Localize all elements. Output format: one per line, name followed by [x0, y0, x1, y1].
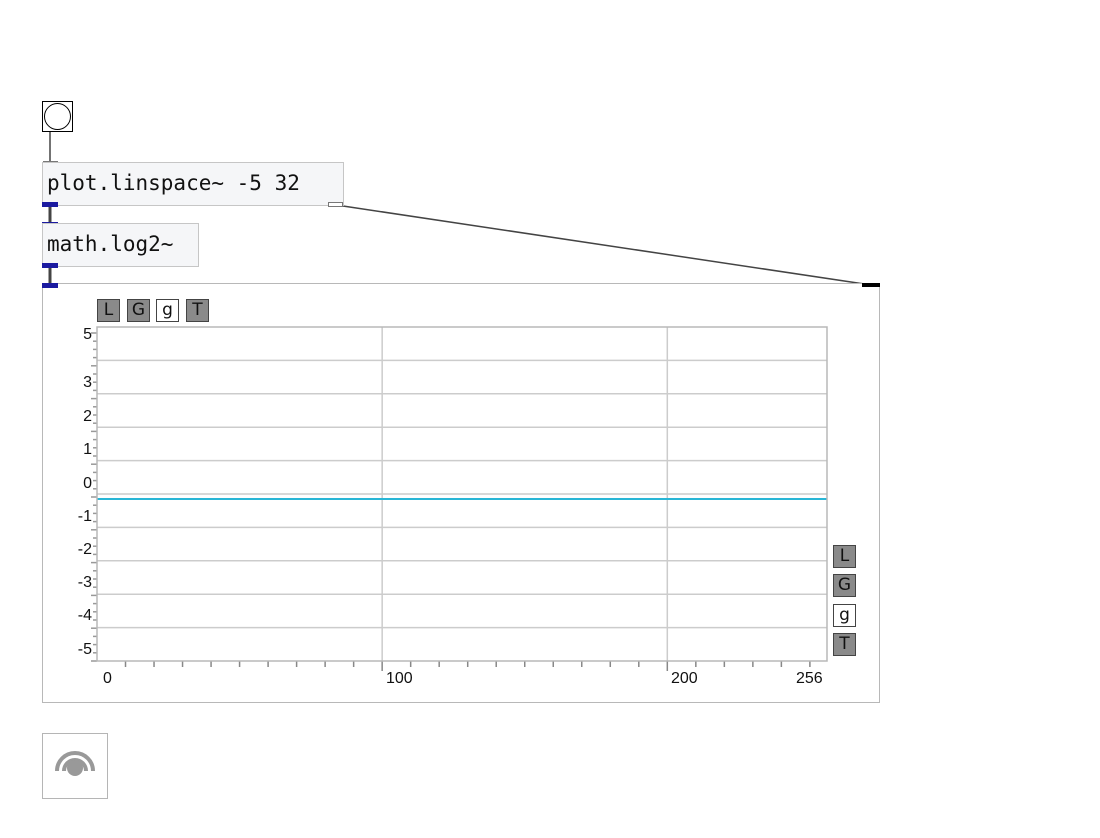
- y-tick-label: 3: [83, 374, 92, 391]
- linspace-outlet-control[interactable]: [328, 202, 343, 207]
- y-tick-label: 5: [83, 326, 92, 343]
- object-plot-linspace[interactable]: plot.linspace~ -5 32: [42, 162, 344, 206]
- x-tick-label: 0: [103, 670, 112, 687]
- toolbar-label: G: [837, 575, 852, 595]
- toolbar-label: L: [103, 300, 114, 320]
- toolbar-label: G: [131, 300, 146, 320]
- y-tick-label: 2: [83, 408, 92, 425]
- speaker-icon: [55, 751, 95, 776]
- plot-widget[interactable]: [42, 283, 880, 703]
- plot-toggle-log-x[interactable]: L: [97, 299, 120, 322]
- toolbar-label: T: [839, 634, 850, 654]
- object-math-log2-label: math.log2~: [47, 232, 174, 256]
- y-tick-label: -3: [77, 574, 92, 591]
- plot-toggle-grid-y[interactable]: G: [833, 574, 856, 597]
- plot-grid: [97, 327, 827, 661]
- y-tick-label: -1: [77, 508, 92, 525]
- toolbar-label: T: [192, 300, 203, 320]
- toolbar-label: g: [839, 605, 850, 625]
- object-math-log2[interactable]: math.log2~: [42, 223, 199, 267]
- plot-toggle-subgrid-y[interactable]: g: [833, 604, 856, 627]
- plot-toggle-subgrid-x[interactable]: g: [156, 299, 179, 322]
- plot-ticks: [91, 332, 811, 671]
- linspace-outlet-signal[interactable]: [42, 202, 58, 207]
- plot-inlet-control[interactable]: [862, 283, 880, 287]
- plot-toggle-ticks-y[interactable]: T: [833, 633, 856, 656]
- toolbar-label: g: [162, 300, 173, 320]
- plot-toggle-grid-x[interactable]: G: [127, 299, 150, 322]
- y-tick-label: 1: [83, 441, 92, 458]
- bang-button[interactable]: [42, 101, 73, 132]
- dac-output[interactable]: [42, 733, 108, 799]
- cord-linspace-to-plot-right: [342, 205, 872, 286]
- x-tick-label: 200: [671, 670, 698, 687]
- bang-icon: [44, 103, 71, 130]
- x-tick-label: 256: [796, 670, 823, 687]
- y-tick-label: -2: [77, 541, 92, 558]
- plot-inlet-signal[interactable]: [42, 283, 58, 288]
- x-tick-label: 100: [386, 670, 413, 687]
- plot-toggle-log-y[interactable]: L: [833, 545, 856, 568]
- y-tick-label: 0: [83, 475, 92, 492]
- toolbar-label: L: [839, 546, 850, 566]
- plot-toggle-ticks-x[interactable]: T: [186, 299, 209, 322]
- log2-outlet[interactable]: [42, 263, 58, 268]
- y-tick-label: -4: [77, 607, 92, 624]
- plot-area-border: [96, 326, 828, 662]
- object-plot-linspace-label: plot.linspace~ -5 32: [47, 171, 300, 195]
- y-tick-label: -5: [77, 641, 92, 658]
